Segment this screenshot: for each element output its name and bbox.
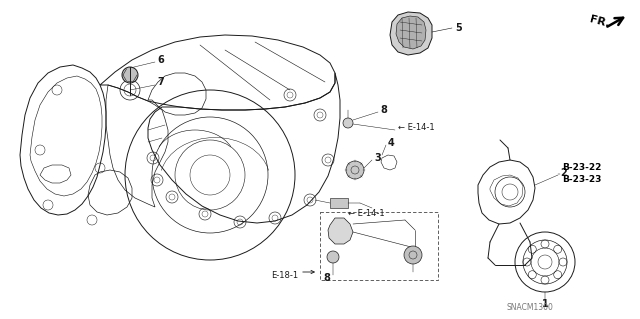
Text: B-23-22: B-23-22 [562, 164, 602, 173]
Text: B-23-23: B-23-23 [562, 175, 602, 184]
Text: 7: 7 [157, 77, 164, 87]
Text: 5: 5 [455, 23, 461, 33]
Text: FR.: FR. [588, 15, 611, 29]
Text: 6: 6 [157, 55, 164, 65]
Text: ← E-14-1: ← E-14-1 [348, 209, 385, 218]
Polygon shape [328, 218, 353, 244]
Text: E-18-1: E-18-1 [271, 271, 298, 279]
Circle shape [346, 161, 364, 179]
Bar [330, 198, 348, 208]
Text: 2: 2 [560, 168, 567, 178]
Text: 4: 4 [388, 138, 395, 148]
Polygon shape [390, 12, 432, 55]
Text: 3: 3 [374, 153, 381, 163]
Circle shape [343, 118, 353, 128]
Circle shape [404, 246, 422, 264]
Text: 8: 8 [324, 273, 330, 283]
Text: ← E-14-1: ← E-14-1 [398, 123, 435, 132]
Text: SNACM1300: SNACM1300 [507, 303, 554, 313]
Circle shape [122, 67, 138, 83]
Polygon shape [396, 16, 426, 49]
Text: 8: 8 [380, 105, 387, 115]
Text: 1: 1 [541, 299, 548, 309]
Bar [320, 212, 438, 280]
Circle shape [327, 251, 339, 263]
